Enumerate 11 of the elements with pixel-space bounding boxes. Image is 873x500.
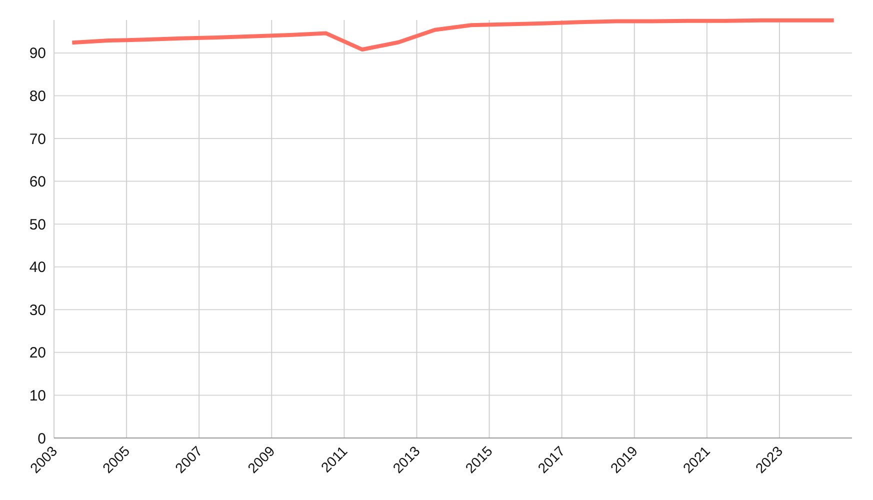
y-tick-label: 50 xyxy=(29,216,46,234)
line-series xyxy=(70,18,836,52)
y-tick-label: 0 xyxy=(38,430,46,448)
y-tick-label: 90 xyxy=(29,45,46,62)
y-tick-label: 80 xyxy=(29,88,46,105)
y-tick-label: 60 xyxy=(29,174,46,191)
y-tick-label: 70 xyxy=(29,130,46,148)
y-tick-label: 30 xyxy=(29,302,46,319)
y-tick-label: 40 xyxy=(29,259,46,276)
y-tick-label: 20 xyxy=(29,344,46,362)
y-tick-label: 10 xyxy=(29,387,46,404)
